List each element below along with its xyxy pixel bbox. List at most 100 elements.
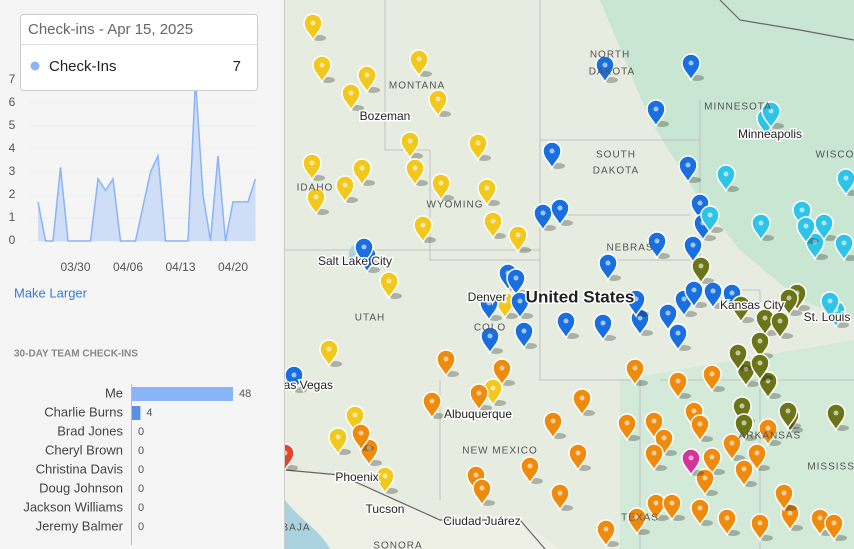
sidebar bbox=[0, 0, 284, 549]
pin-dot bbox=[326, 346, 332, 352]
pin-dot bbox=[709, 454, 715, 460]
region-label: MINNESOTA bbox=[704, 102, 772, 113]
region-label: MISSISSI bbox=[807, 462, 854, 473]
pin bbox=[758, 371, 778, 400]
pin-dot bbox=[762, 315, 768, 321]
tooltip-title: Check-ins - Apr 15, 2025 bbox=[28, 21, 193, 38]
pin bbox=[409, 49, 429, 78]
pin-dot bbox=[484, 185, 490, 191]
pin bbox=[413, 215, 433, 244]
pin-dot bbox=[739, 403, 745, 409]
pin-dot bbox=[738, 302, 744, 308]
region-label: ARKANSAS bbox=[739, 431, 801, 442]
pin bbox=[734, 459, 754, 488]
pin-dot bbox=[786, 295, 792, 301]
pin bbox=[824, 513, 844, 542]
pin-dot bbox=[291, 372, 297, 378]
pin-dot bbox=[787, 510, 793, 516]
tooltip-box bbox=[20, 14, 258, 91]
pin bbox=[598, 253, 618, 282]
pin-dot bbox=[309, 160, 315, 166]
pin bbox=[303, 13, 323, 42]
pin bbox=[306, 187, 326, 216]
pin-dot bbox=[685, 162, 691, 168]
pin bbox=[644, 411, 664, 440]
make-larger-link[interactable]: Make Larger bbox=[14, 285, 88, 300]
pin-dot bbox=[651, 418, 657, 424]
pin bbox=[750, 513, 770, 542]
pin-dot bbox=[602, 62, 608, 68]
pin-dot bbox=[665, 310, 671, 316]
region-label: WISCO bbox=[816, 150, 854, 161]
pin-dot bbox=[600, 320, 606, 326]
pin-dot bbox=[352, 412, 358, 418]
pin-dot bbox=[803, 223, 809, 229]
pin bbox=[734, 413, 754, 442]
pin-dot bbox=[833, 410, 839, 416]
y-tick-label: 3 bbox=[9, 164, 16, 178]
bar bbox=[132, 387, 233, 401]
pin bbox=[834, 233, 854, 262]
pin bbox=[351, 423, 371, 452]
pin-dot bbox=[785, 408, 791, 414]
pin-dot bbox=[521, 328, 527, 334]
pin-dot bbox=[634, 514, 640, 520]
pin bbox=[690, 414, 710, 443]
pin bbox=[405, 158, 425, 187]
pin-dot bbox=[729, 290, 735, 296]
pin-dot bbox=[342, 182, 348, 188]
y-tick-label: 0 bbox=[9, 233, 16, 247]
pin bbox=[668, 323, 688, 352]
pin bbox=[805, 232, 825, 261]
pin bbox=[700, 205, 720, 234]
pin bbox=[646, 493, 666, 522]
pin bbox=[400, 131, 420, 160]
pin-dot bbox=[729, 440, 735, 446]
pin bbox=[690, 498, 710, 527]
pin bbox=[647, 231, 667, 260]
pin bbox=[678, 155, 698, 184]
pin bbox=[684, 280, 704, 309]
pin bbox=[681, 53, 701, 82]
pin bbox=[836, 168, 854, 197]
area-chart: 0 1 2 3 4 5 6 7 03/30 04/06 04/13 04/20 bbox=[9, 72, 257, 274]
pin bbox=[662, 493, 682, 522]
pin-dot bbox=[754, 450, 760, 456]
pin bbox=[492, 358, 512, 387]
x-tick-label: 04/13 bbox=[165, 260, 195, 274]
pin-dot bbox=[550, 418, 556, 424]
pin bbox=[335, 175, 355, 204]
pin bbox=[533, 203, 553, 232]
y-tick-label: 2 bbox=[9, 187, 16, 201]
x-tick-label: 04/20 bbox=[218, 260, 248, 274]
pin bbox=[550, 483, 570, 512]
city-label: United States bbox=[526, 287, 635, 306]
pin-dot bbox=[527, 463, 533, 469]
pin bbox=[779, 288, 799, 317]
y-tick-label: 5 bbox=[9, 118, 16, 132]
pin-dot bbox=[476, 390, 482, 396]
pin-dot bbox=[697, 505, 703, 511]
pin bbox=[375, 466, 395, 495]
pin-dot bbox=[517, 298, 523, 304]
city-label: Bozeman bbox=[360, 109, 411, 123]
pin bbox=[761, 101, 781, 130]
pin-dot bbox=[364, 72, 370, 78]
pin-dot bbox=[513, 275, 519, 281]
region-label: MONTANA bbox=[389, 81, 445, 92]
pin-dot bbox=[690, 242, 696, 248]
pin-dot bbox=[735, 350, 741, 356]
map[interactable]: MONTANA Bozeman NORTH DAKOTA SOUTH DAKOTA MINN… bbox=[275, 0, 854, 549]
pin bbox=[556, 311, 576, 340]
tooltip-value: 7 bbox=[233, 58, 241, 75]
pin-dot bbox=[579, 395, 585, 401]
tooltip-series: Check-Ins bbox=[49, 58, 117, 75]
pin bbox=[722, 433, 742, 462]
pin-dot bbox=[487, 333, 493, 339]
pin bbox=[379, 271, 399, 300]
pin bbox=[731, 295, 751, 324]
pin-dot bbox=[473, 472, 479, 478]
pin-dot bbox=[605, 260, 611, 266]
pin bbox=[514, 321, 534, 350]
